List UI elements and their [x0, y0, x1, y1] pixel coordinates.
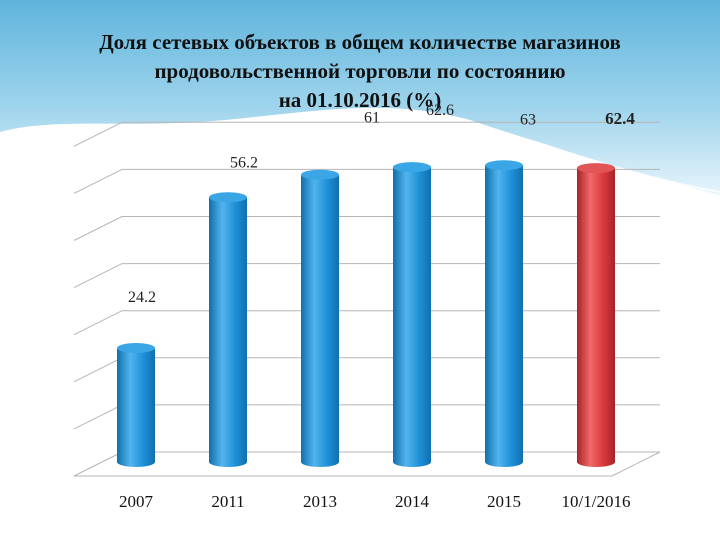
x-tick-label: 2011 [211, 492, 244, 511]
bar-cap [209, 192, 247, 203]
gridline-side [73, 263, 123, 289]
data-label: 56.2 [230, 154, 258, 171]
title-line-3: на 01.10.2016 (%) [278, 88, 442, 112]
header-wave-band [0, 0, 720, 195]
bar [117, 348, 155, 467]
gridline-side [73, 451, 123, 477]
data-label: 62.6 [426, 102, 454, 119]
gridline-side [73, 168, 123, 194]
bar-cap [485, 160, 523, 171]
bar-cap [577, 163, 615, 174]
chart-bars [117, 160, 615, 468]
gridline-side [73, 310, 123, 336]
gridline-side [73, 357, 123, 383]
bar [485, 165, 523, 467]
bar [209, 197, 247, 467]
bar-cap [117, 343, 155, 354]
x-tick-label: 10/1/2016 [562, 492, 631, 511]
bar [393, 167, 431, 468]
bar-cap [301, 169, 339, 180]
bar [301, 174, 339, 467]
floor-edge [611, 451, 661, 477]
x-tick-label: 2007 [119, 492, 154, 511]
data-label: 63 [520, 111, 536, 128]
header-wave-line [0, 115, 720, 193]
chart-x-axis: 2007 2011 2013 2014 2015 10/1/2016 [119, 492, 630, 511]
gridline-side [73, 121, 123, 147]
chart-data-labels: 24.2 56.2 61 62.6 63 62.4 [128, 102, 635, 306]
data-label: 24.2 [128, 289, 156, 306]
chart-grid [73, 121, 661, 477]
x-tick-label: 2015 [487, 492, 521, 511]
data-label: 62.4 [605, 109, 635, 128]
title-line-1: Доля сетевых объектов в общем количестве… [99, 30, 621, 54]
chart-title: Доля сетевых объектов в общем количестве… [20, 28, 700, 115]
bar [577, 168, 615, 467]
gridline-side [73, 404, 123, 430]
x-tick-label: 2013 [303, 492, 337, 511]
gridline-side [73, 216, 123, 241]
data-label: 61 [364, 110, 380, 127]
bar-cap [393, 162, 431, 173]
title-line-2: продовольственной торговли по состоянию [154, 59, 566, 83]
x-tick-label: 2014 [395, 492, 430, 511]
